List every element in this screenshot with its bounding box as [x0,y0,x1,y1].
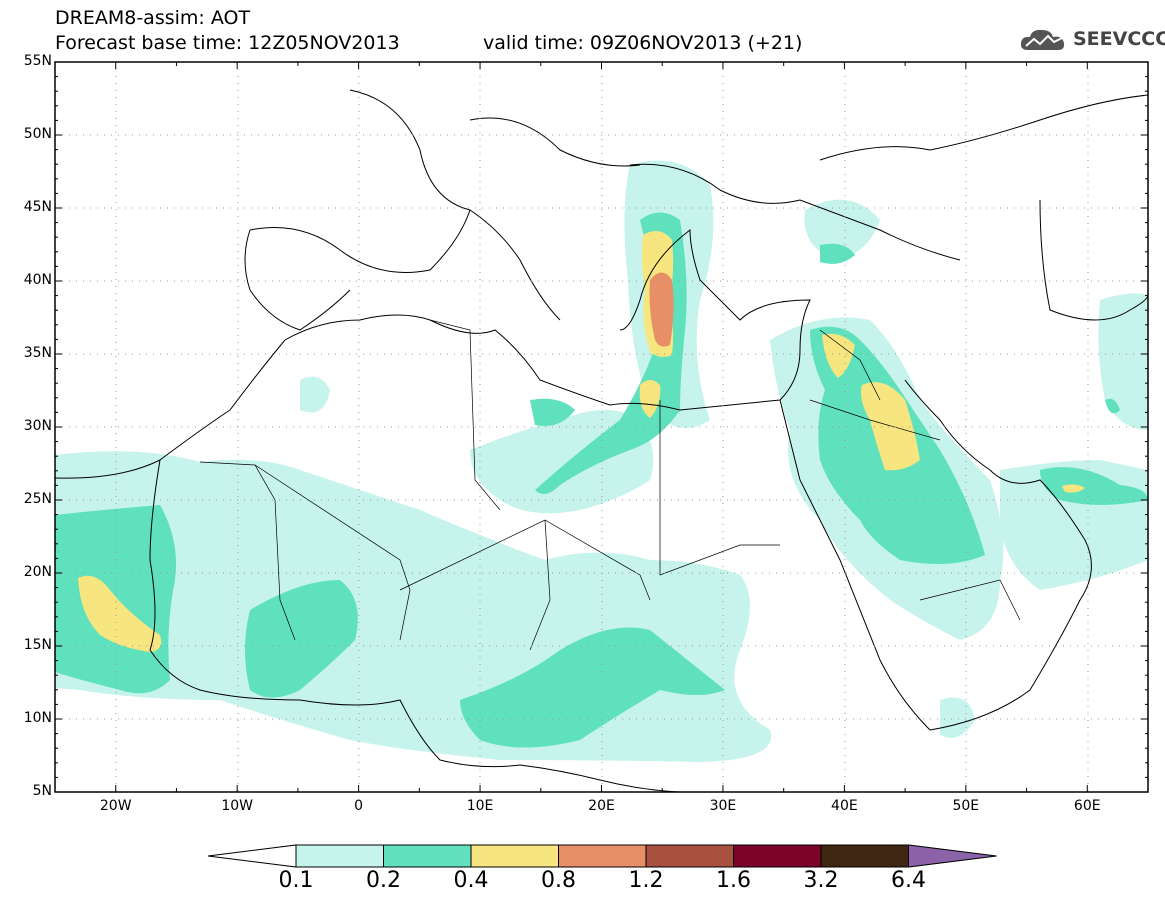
title-line-1: DREAM8-assim: AOT [55,7,251,29]
lat-label: 45N [23,199,52,215]
lat-label: 55N [23,53,52,69]
title-line-2: Forecast base time: 12Z05NOV2013 [55,32,400,54]
lat-label: 25N [23,491,52,507]
colorbar-high-extend [908,844,997,868]
coastlines [55,89,1148,792]
lon-label: 10W [221,798,253,814]
lon-label: 10E [466,798,494,814]
aot-0.8-region [649,272,674,347]
lat-label: 50N [23,126,52,142]
lat-label: 35N [23,345,52,361]
lon-label: 60E [1073,798,1101,814]
colorbar-box [470,844,559,868]
axis-ticks [54,61,1149,793]
colorbar-label: 1.6 [716,868,751,893]
lon-label: 50E [952,798,980,814]
colorbar-label: 0.2 [366,868,401,893]
logo-text: SEEVCCC [1073,28,1165,50]
colorbar-box [383,844,472,868]
graticule [55,62,1148,792]
colorbar-box [820,844,909,868]
colorbar-box [645,844,734,868]
lon-label: 20W [99,798,132,814]
colorbar-box [558,844,647,868]
colorbar-label: 0.8 [541,868,576,893]
lon-label: 20E [588,798,615,814]
cloud-icon [1020,29,1065,50]
colorbar-box [733,844,822,868]
lat-label: 20N [23,564,52,580]
seevccc-logo: SEEVCCC [1018,24,1165,56]
valid-time: valid time: 09Z06NOV2013 (+21) [483,32,803,54]
lon-label: 30E [709,798,737,814]
colorbar-label: 0.1 [278,868,314,893]
colorbar-label: 0.4 [453,868,489,893]
lon-label: 0 [354,798,364,814]
country-borders [199,319,1021,651]
colorbar-low-extend [207,844,297,868]
lat-label: 40N [23,272,52,288]
colorbar-label: 6.4 [891,868,926,893]
lat-label: 30N [23,418,52,434]
lat-label: 15N [23,637,52,653]
colorbar-label: 1.2 [628,868,664,893]
lat-label: 10N [23,710,52,726]
lat-label: 5N [32,783,52,799]
colorbar-box [295,844,384,868]
lon-label: 40E [831,798,858,814]
colorbar-label: 3.2 [803,868,839,893]
